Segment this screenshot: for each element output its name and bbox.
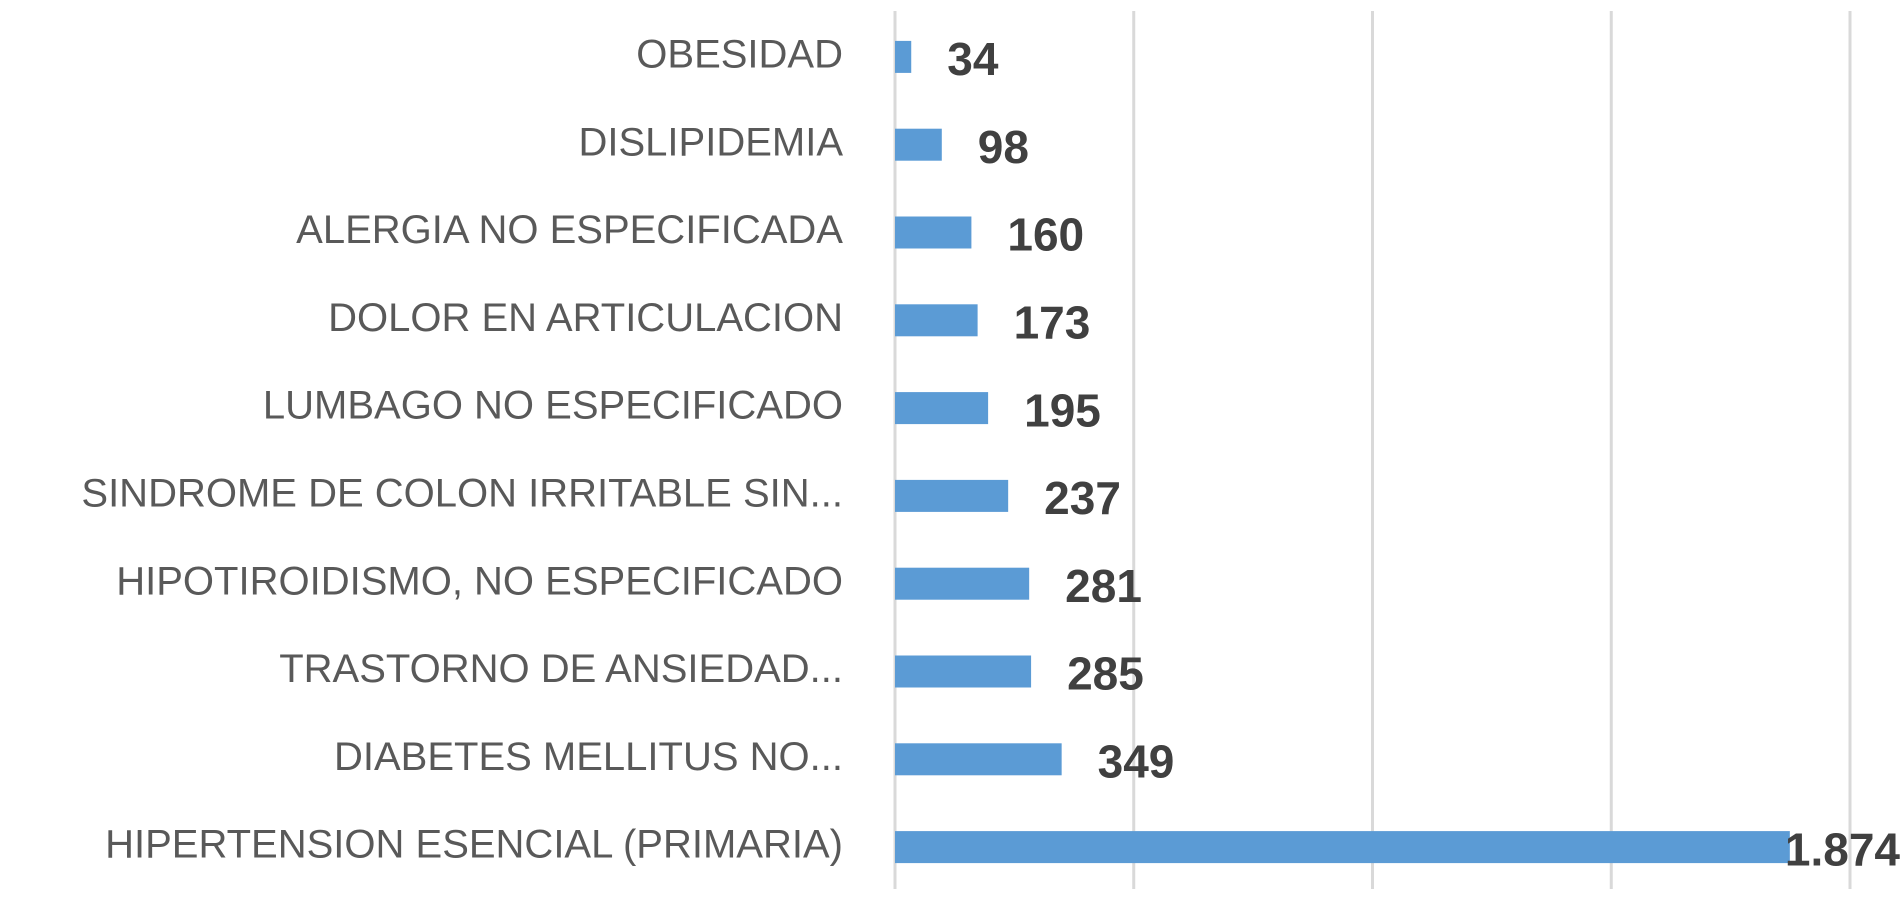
value-label: 160	[1007, 209, 1084, 261]
category-label: HIPERTENSION ESENCIAL (PRIMARIA)	[105, 823, 843, 867]
bar	[895, 655, 1032, 688]
value-label: 237	[1044, 472, 1121, 524]
bar	[895, 216, 972, 249]
category-label: ALERGIA NO ESPECIFICADA	[296, 208, 843, 252]
category-label: LUMBAGO NO ESPECIFICADO	[263, 384, 843, 428]
category-label: SINDROME DE COLON IRRITABLE SIN...	[81, 471, 843, 515]
value-label: 285	[1067, 648, 1144, 700]
bar	[895, 743, 1062, 776]
category-label: TRASTORNO DE ANSIEDAD...	[279, 647, 843, 691]
bar	[895, 567, 1030, 600]
category-label: DIABETES MELLITUS NO...	[334, 735, 843, 779]
value-label: 195	[1024, 384, 1101, 436]
value-label: 349	[1098, 735, 1175, 787]
bar	[895, 479, 1009, 512]
category-label: DISLIPIDEMIA	[578, 120, 843, 164]
category-label: HIPOTIROIDISMO, NO ESPECIFICADO	[116, 559, 843, 603]
value-label: 173	[1014, 296, 1091, 348]
category-label: OBESIDAD	[636, 32, 843, 76]
bar	[895, 304, 978, 337]
bar	[895, 40, 912, 73]
value-label: 98	[978, 121, 1029, 173]
bar	[895, 128, 942, 161]
category-label: DOLOR EN ARTICULACION	[328, 296, 843, 340]
bar	[895, 831, 1790, 864]
value-label: 34	[947, 33, 999, 85]
value-label: 281	[1065, 560, 1142, 612]
value-label: 1.874	[1785, 823, 1901, 875]
bar	[895, 392, 989, 425]
